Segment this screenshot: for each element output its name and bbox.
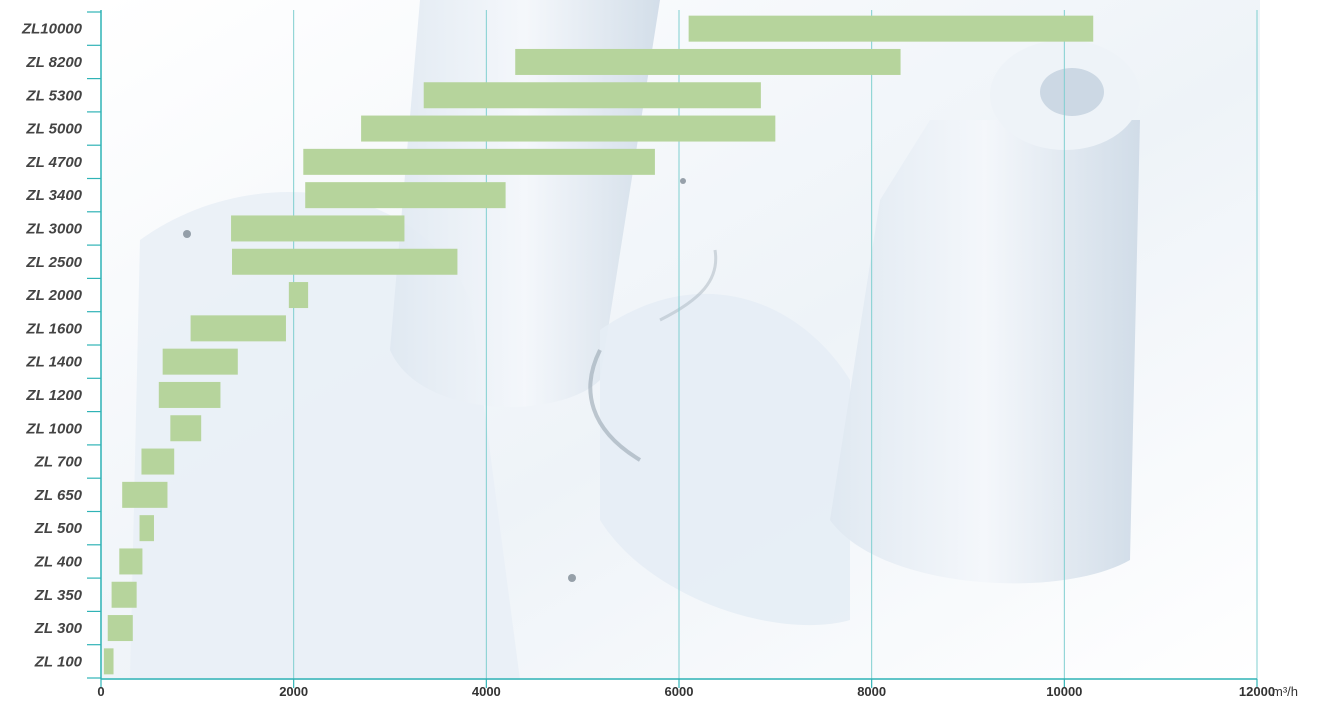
category-label: ZL 2500 bbox=[25, 254, 82, 271]
x-tick-label: 10000 bbox=[1046, 684, 1082, 699]
category-label: ZL 2000 bbox=[25, 287, 82, 304]
category-label: ZL 4700 bbox=[25, 154, 82, 171]
bar-zl5000 bbox=[361, 115, 776, 142]
bar-zl350 bbox=[111, 581, 137, 608]
bar-zl300 bbox=[107, 615, 133, 642]
category-label: ZL 500 bbox=[34, 520, 83, 537]
bar-zl1600 bbox=[190, 315, 286, 342]
x-axis-unit: m³/h bbox=[1272, 684, 1298, 699]
category-label: ZL 350 bbox=[34, 587, 83, 604]
category-label: ZL 3000 bbox=[25, 220, 82, 237]
category-label: ZL 700 bbox=[34, 454, 83, 471]
x-tick-label: 8000 bbox=[857, 684, 886, 699]
category-label: ZL10000 bbox=[21, 21, 83, 38]
bar-zl500 bbox=[139, 515, 154, 542]
category-label: ZL 8200 bbox=[25, 54, 82, 71]
bar-zl2000 bbox=[288, 282, 309, 309]
category-label: ZL 3400 bbox=[25, 187, 82, 204]
x-tick-labels: 0 2000 4000 6000 8000 10000 12000 bbox=[97, 684, 1275, 699]
category-label: ZL 1600 bbox=[25, 320, 82, 337]
bar-zl100 bbox=[103, 648, 114, 675]
x-tick-label: 12000 bbox=[1239, 684, 1275, 699]
bar-zl3400 bbox=[305, 182, 506, 209]
axes bbox=[87, 10, 1258, 688]
category-label: ZL 1200 bbox=[25, 387, 82, 404]
category-label: ZL 300 bbox=[34, 620, 83, 637]
range-bars bbox=[103, 15, 1094, 675]
bar-zl700 bbox=[141, 448, 175, 475]
bar-zl8200 bbox=[515, 48, 901, 75]
bar-zl5300 bbox=[423, 82, 761, 109]
bar-zl2500 bbox=[232, 248, 458, 275]
x-tick-label: 2000 bbox=[279, 684, 308, 699]
category-label: ZL 1400 bbox=[25, 354, 82, 371]
category-label: ZL 100 bbox=[34, 653, 83, 670]
category-label: ZL 1000 bbox=[25, 420, 82, 437]
x-tick-label: 0 bbox=[97, 684, 104, 699]
bar-zl650 bbox=[122, 481, 168, 508]
category-label: ZL 400 bbox=[34, 553, 83, 570]
bar-zl400 bbox=[119, 548, 143, 575]
bar-zl1000 bbox=[170, 415, 202, 442]
x-tick-label: 4000 bbox=[472, 684, 501, 699]
bar-zl3000 bbox=[231, 215, 405, 242]
category-labels: ZL10000 ZL 8200 ZL 5300 ZL 5000 ZL 4700 ZL 34… bbox=[21, 21, 83, 671]
category-label: ZL 5300 bbox=[25, 87, 82, 104]
bar-zl10000 bbox=[688, 15, 1094, 42]
bar-zl4700 bbox=[303, 148, 655, 175]
category-label: ZL 650 bbox=[34, 487, 83, 504]
bar-zl1200 bbox=[158, 381, 221, 408]
category-label: ZL 5000 bbox=[25, 121, 82, 138]
x-tick-label: 6000 bbox=[665, 684, 694, 699]
bar-zl1400 bbox=[162, 348, 238, 375]
